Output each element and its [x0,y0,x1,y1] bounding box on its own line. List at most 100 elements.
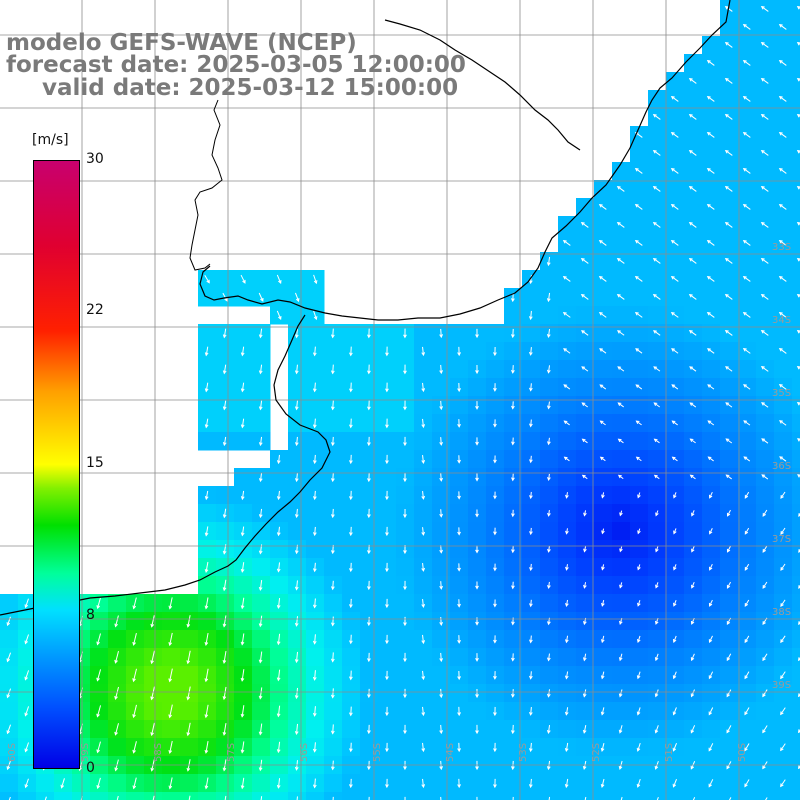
colorbar [33,160,80,769]
wind-speed-cell [432,450,451,469]
wind-arrow-head [276,784,281,789]
wind-arrow [296,400,298,410]
wind-arrow [530,419,532,427]
wind-arrow [725,186,733,192]
wind-arrow [691,653,695,661]
wind-arrow [761,258,769,264]
wind-speed-cell [486,720,505,739]
wind-arrow [707,132,715,138]
wind-speed-cell [666,108,685,127]
wind-arrow-head [457,567,461,572]
wind-arrow-head [546,766,551,771]
wind-arrow [708,779,714,787]
wind-speed-cell [414,540,433,559]
wind-arrow-head [708,639,713,644]
wind-arrow [707,96,715,102]
wind-arrow-head [439,549,443,554]
wind-arrow-head [564,639,569,644]
wind-speed-cell [612,630,631,649]
wind-arrow-head [672,783,677,788]
wind-speed-cell [216,702,235,721]
wind-arrow-head [312,388,317,393]
wind-speed-cell [702,144,721,163]
wind-speed-cell [684,198,703,217]
wind-arrow [96,705,102,717]
wind-arrow-head [691,584,695,589]
wind-speed-cell [612,450,631,469]
wind-arrow-head [6,730,11,735]
wind-arrow [332,328,334,338]
wind-arrow [440,688,442,698]
wind-speed-cell [414,612,433,631]
wind-speed-cell [486,432,505,451]
wind-arrow-head [797,729,800,734]
wind-arrow-head [294,478,299,483]
wind-arrow-head [278,316,282,321]
wind-arrow [707,204,715,210]
wind-speed-cell [288,738,307,757]
wind-arrow [205,668,209,682]
wind-arrow [296,364,298,374]
wind-arrow [762,581,768,589]
wind-arrow [204,274,210,284]
wind-speed-cell [792,90,800,109]
wind-arrow-head [600,675,605,680]
wind-speed-cell [774,288,793,307]
wind-speed-cell [702,252,721,271]
wind-speed-cell [180,630,199,649]
wind-arrow-head [690,620,695,625]
wind-arrow [548,365,550,373]
wind-arrow-head [493,784,497,789]
wind-speed-cell [792,0,800,19]
wind-speed-cell [378,792,397,800]
wind-arrow-head [744,639,748,644]
wind-arrow-head [475,405,479,410]
wind-arrow [743,168,751,174]
wind-arrow [6,724,12,734]
wind-arrow [653,222,661,228]
wind-arrow [530,274,532,284]
wind-arrow [350,382,352,392]
wind-speed-cell [234,468,253,487]
wind-arrow-head [670,239,675,244]
wind-arrow [635,348,643,354]
wind-arrow-head [743,420,748,424]
wind-arrow-head [706,275,711,280]
wind-speed-cell [612,198,631,217]
wind-arrow [169,704,173,718]
wind-arrow-head [780,603,784,607]
wind-arrow [350,346,352,356]
wind-arrow-head [797,765,800,770]
wind-arrow-head [742,59,747,64]
wind-arrow [617,258,625,264]
wind-speed-cell [774,720,793,739]
wind-arrow-head [798,549,800,553]
wind-arrow-head [475,585,479,590]
wind-arrow-head [367,406,371,411]
wind-arrow [797,6,800,9]
wind-arrow-head [240,424,245,429]
wind-speed-cell [594,252,613,271]
wind-arrow-head [6,622,11,627]
wind-arrow-head [688,293,693,298]
wind-arrow [314,598,316,608]
wind-speed-cell [684,90,703,109]
wind-arrow-head [780,711,784,716]
wind-arrow-head [294,586,299,591]
wind-arrow-head [240,713,245,718]
wind-arrow [547,256,551,266]
wind-arrow [24,634,30,644]
wind-arrow-head [726,512,731,517]
wind-speed-cell [270,504,289,523]
wind-arrow-head [421,531,426,536]
wind-speed-cell [702,612,721,631]
wind-speed-cell [792,594,800,613]
wind-speed-cell [432,630,451,649]
wind-arrow [727,581,731,589]
wind-speed-cell [522,360,541,379]
wind-arrow-head [563,420,568,424]
wind-arrow-head [204,352,209,357]
wind-arrow-head [276,604,281,609]
wind-speed-cell [306,288,325,307]
